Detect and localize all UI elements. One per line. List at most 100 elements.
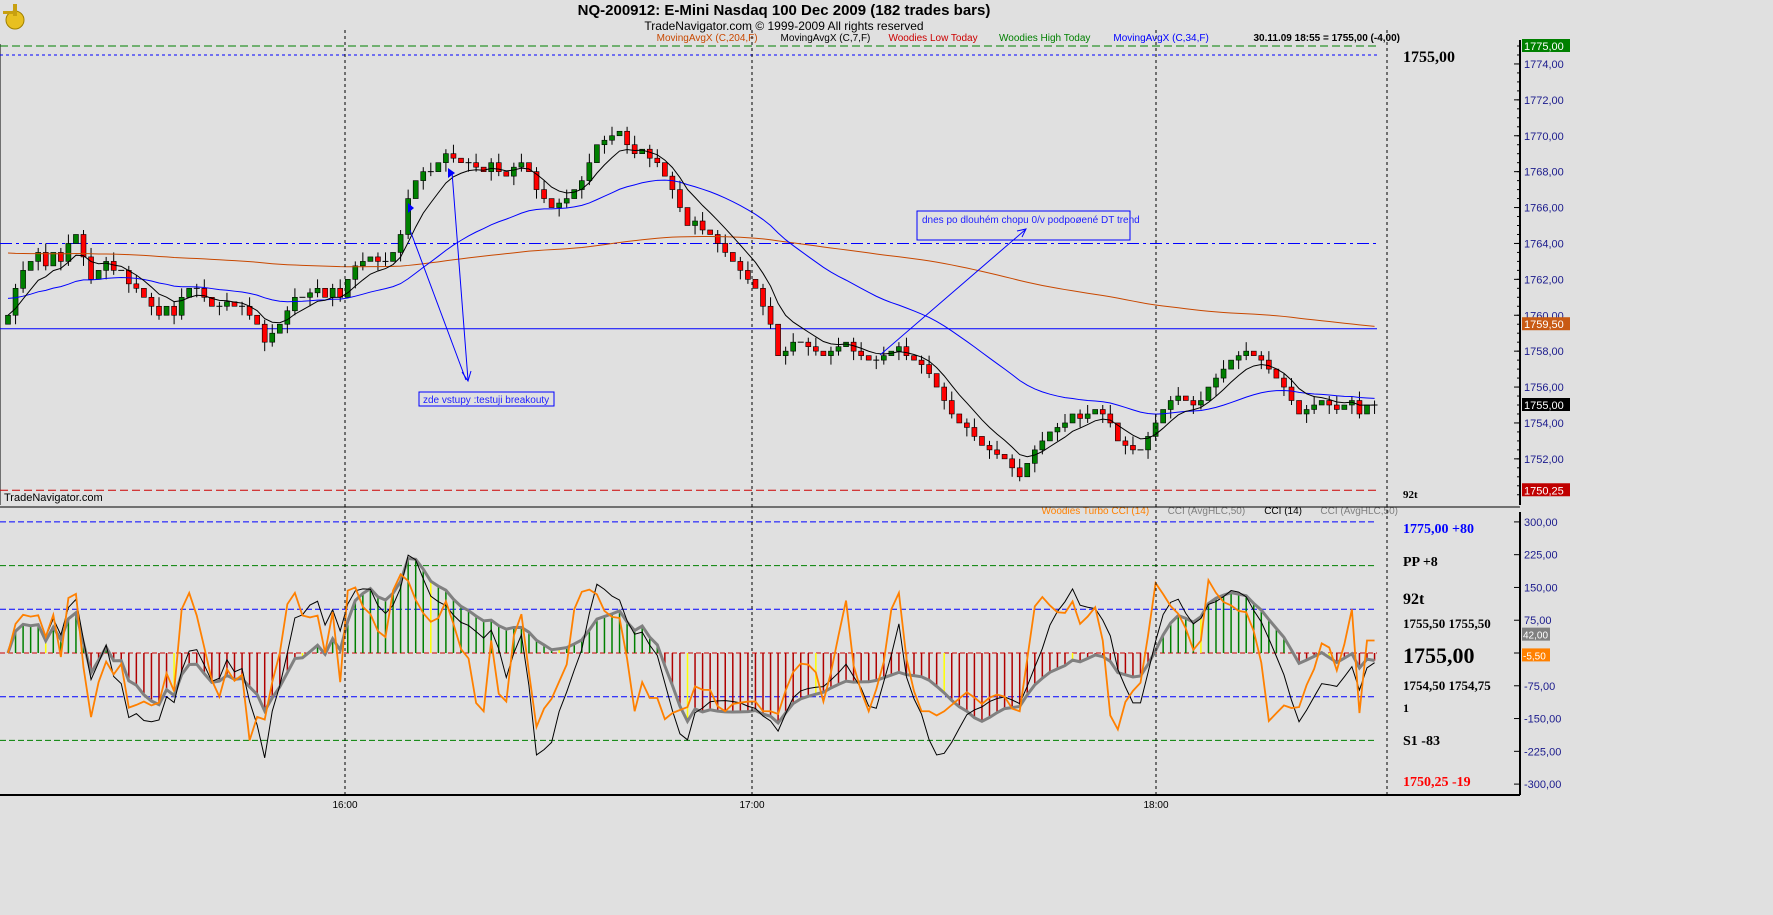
candle-body [1069, 413, 1076, 424]
candle-body [835, 346, 842, 352]
candle-body [828, 350, 834, 356]
candle-body [1243, 350, 1249, 356]
candle-body [103, 261, 109, 271]
candle-body [141, 288, 147, 298]
candle-body [42, 252, 49, 267]
ma7-line [7, 148, 1375, 458]
cci-marker [1522, 648, 1550, 662]
candle-body [148, 296, 155, 307]
cci-tick-label: -75,00 [1524, 681, 1555, 693]
ma34-line [7, 179, 1375, 415]
candle-body [163, 305, 170, 316]
candle-body [261, 323, 268, 343]
candle-body [639, 148, 646, 154]
candle-body [684, 207, 691, 226]
candle-body [548, 198, 555, 208]
candle-body [1039, 440, 1046, 451]
candle-body [1024, 463, 1031, 478]
legend-upper: 30.11.09 18:55 = 1755,00 (-4,00) MovingAv… [657, 33, 1400, 44]
cci-tick-label: 75,00 [1524, 615, 1552, 627]
side-panel-line: 1750,25 -19 [1403, 775, 1471, 790]
candle-body [224, 301, 230, 307]
candle-body [201, 288, 208, 298]
legend-item: CCI (AvgHLC,50) [1320, 506, 1398, 517]
candle-body [1258, 355, 1265, 361]
turbo-cci-line [7, 572, 1375, 741]
price-tick-label: 1756,00 [1524, 382, 1564, 394]
candle-body [790, 341, 797, 352]
candle-body [918, 359, 925, 365]
candle-body [903, 346, 910, 356]
marker-triangle-icon [448, 168, 455, 178]
legend-item: 30.11.09 18:55 = 1755,00 (-4,00) [1253, 33, 1400, 44]
candle-body [1288, 386, 1295, 401]
candle-body [1160, 409, 1166, 424]
candle-body [1296, 400, 1302, 415]
candle-body [707, 229, 713, 235]
candle-body [488, 162, 495, 172]
candle-body [526, 162, 532, 172]
candle-body [1273, 368, 1280, 379]
candle-body [35, 252, 42, 262]
candle-body [276, 323, 283, 334]
candle-body [156, 305, 162, 316]
candle-body [1198, 400, 1204, 406]
legend-item: MovingAvgX (C,204,F) [657, 33, 758, 44]
candle-body [178, 296, 185, 316]
candle-body [994, 449, 1000, 455]
candle-body [782, 350, 789, 356]
candle-body [896, 346, 902, 352]
candle-body [344, 279, 351, 298]
candle-body [1167, 400, 1174, 410]
candle-body [133, 283, 140, 289]
candle-body [1228, 359, 1234, 370]
side-panel-line: 1754,50 1754,75 [1403, 678, 1491, 693]
legend-item: Woodies High Today [999, 33, 1090, 44]
candle-body [971, 427, 978, 437]
candle-body [110, 261, 117, 271]
candle-body [1084, 413, 1091, 419]
candle-body [1016, 467, 1023, 478]
candle-body [1047, 431, 1053, 442]
candle-body [80, 234, 87, 258]
candle-body [126, 270, 132, 285]
candle-body [586, 162, 593, 181]
candle-body [729, 252, 736, 262]
annotation-text: dnes po dlouhém chopu 0/v podpoøené DT t… [922, 215, 1140, 226]
candle-body [443, 153, 449, 163]
price-marker [1522, 483, 1570, 497]
cci-tick-label: -150,00 [1524, 714, 1561, 726]
candle-body [1250, 350, 1257, 356]
legend-item: Woodies Low Today [888, 33, 977, 44]
candle-body [1062, 422, 1068, 428]
candle-body [186, 288, 192, 298]
cci-marker [1522, 627, 1550, 641]
candle-body [473, 162, 479, 168]
candle-body [518, 162, 525, 168]
candle-body [397, 234, 404, 253]
legend-lower: CCI (AvgHLC,50) CCI (14) CCI (AvgHLC,50) Wo… [1042, 506, 1398, 517]
candle-body [979, 436, 985, 446]
candle-body [722, 243, 729, 253]
candle-body [292, 296, 298, 312]
candle-body [1341, 404, 1348, 410]
candle-body [412, 180, 419, 199]
annotation-trend[interactable]: dnes po dlouhém chopu 0/v podpoøené DT t… [879, 210, 1140, 356]
side-panel-line: 1755,00 [1403, 643, 1475, 668]
candle-body [50, 252, 57, 267]
candle-body [948, 400, 955, 415]
candle-body [616, 130, 623, 137]
candle-body [714, 234, 721, 244]
candle-body [5, 314, 11, 325]
candle-body [646, 148, 653, 159]
cci-tick-label: 150,00 [1524, 582, 1558, 594]
price-tick-label: 1762,00 [1524, 274, 1564, 286]
time-tick-label: 16:00 [332, 800, 357, 811]
candle-body [1001, 454, 1008, 460]
candle-body [1318, 400, 1325, 406]
price-tick-label: 1772,00 [1524, 95, 1564, 107]
annotation-entries[interactable]: zde vstupy :testuji breakouty [408, 168, 555, 407]
ma204-line [7, 236, 1375, 327]
price-tick-label: 1770,00 [1524, 131, 1564, 143]
